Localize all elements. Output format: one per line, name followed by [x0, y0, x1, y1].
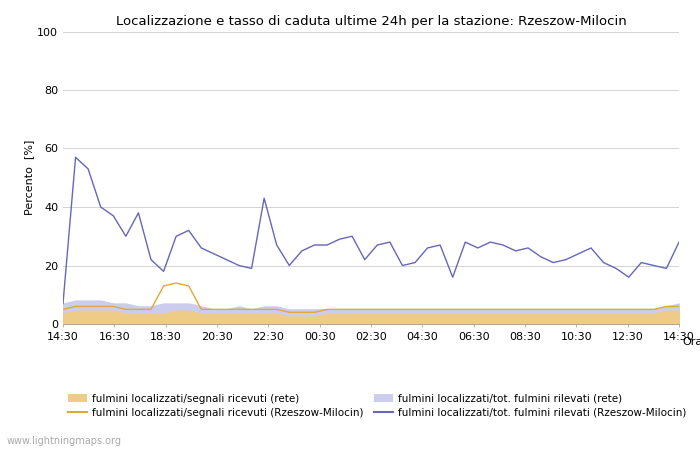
Text: www.lightningmaps.org: www.lightningmaps.org: [7, 436, 122, 446]
Text: Orario: Orario: [682, 337, 700, 347]
Title: Localizzazione e tasso di caduta ultime 24h per la stazione: Rzeszow-Milocin: Localizzazione e tasso di caduta ultime …: [116, 14, 626, 27]
Legend: fulmini localizzati/segnali ricevuti (rete), fulmini localizzati/segnali ricevut: fulmini localizzati/segnali ricevuti (re…: [68, 394, 687, 418]
Y-axis label: Percento  [%]: Percento [%]: [25, 140, 34, 216]
